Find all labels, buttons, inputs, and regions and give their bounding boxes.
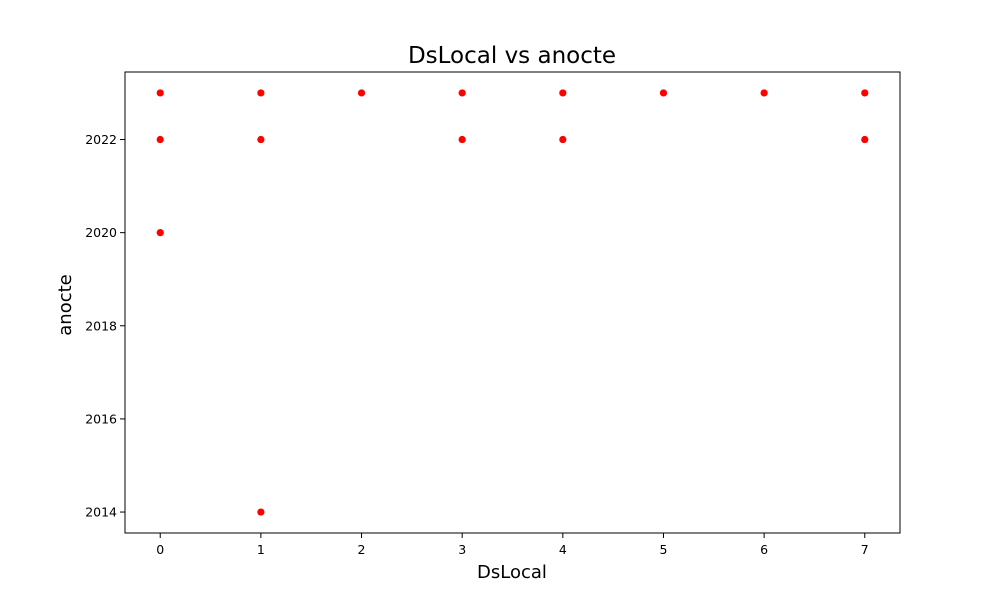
data-point [760,89,768,97]
x-axis-label: DsLocal [477,562,547,583]
x-tick-label: 2 [358,542,366,557]
data-point [659,89,668,97]
chart-title: DsLocal vs anocte [408,43,616,69]
data-point [257,89,265,97]
x-tick-label: 6 [760,542,768,557]
data-point [559,89,567,97]
data-point [156,229,164,237]
y-tick-label: 2020 [85,225,117,240]
data-point [156,135,164,144]
data-point [458,135,466,144]
data-point [357,89,366,97]
x-tick-label: 5 [659,542,667,557]
data-point [156,89,164,97]
y-axis-label: anocte [55,274,76,335]
y-tick-label: 2022 [85,132,117,147]
plot-area-frame [124,71,901,534]
data-point [861,89,869,97]
y-axis-ticks: 2014 2016 2018 2020 2022 [85,132,125,520]
x-tick-label: 1 [257,542,265,557]
data-point [861,135,869,144]
y-tick-label: 2016 [85,411,117,426]
data-point [257,508,265,516]
x-tick-label: 0 [156,542,164,557]
data-points [156,89,869,516]
x-axis-ticks: 0 1 2 3 4 5 6 7 [156,533,869,557]
y-tick-label: 2018 [85,318,117,333]
x-tick-label: 7 [861,542,869,557]
y-tick-label: 2014 [85,505,117,520]
x-tick-label: 4 [559,542,567,557]
data-point [458,89,466,97]
data-point [559,135,567,144]
data-point [257,135,265,144]
x-tick-label: 3 [458,542,466,557]
